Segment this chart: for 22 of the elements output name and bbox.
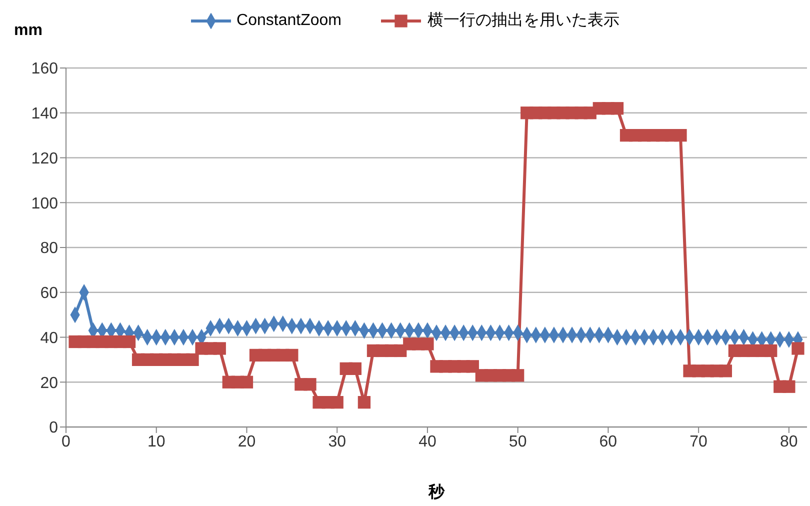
x-tick-label: 20 [238, 433, 256, 450]
x-tick-label: 10 [147, 433, 166, 450]
y-tick-label: 120 [31, 150, 58, 168]
x-tick-label: 60 [599, 433, 618, 450]
y-tick-label: 0 [49, 420, 58, 437]
y-axis-title: mm [14, 22, 42, 40]
y-tick-label: 40 [40, 330, 58, 347]
legend-label: ConstantZoom [236, 10, 342, 30]
legend-label: 横一行の抽出を用いた表示 [426, 10, 620, 31]
y-tick-label: 80 [40, 240, 58, 258]
y-tick-label: 100 [31, 195, 58, 212]
x-tick-label: 70 [690, 433, 708, 450]
x-tick-label: 30 [328, 433, 346, 450]
x-tick-label: 40 [418, 433, 436, 450]
y-tick-label: 20 [40, 374, 58, 392]
x-tick-label: 0 [62, 433, 71, 450]
x-axis-title: 秒 [427, 482, 446, 503]
y-tick-label: 160 [31, 60, 58, 78]
y-tick-label: 140 [31, 106, 58, 123]
x-tick-label: 80 [780, 433, 798, 450]
x-tick-label: 50 [508, 433, 527, 450]
y-tick-label: 60 [40, 285, 58, 302]
